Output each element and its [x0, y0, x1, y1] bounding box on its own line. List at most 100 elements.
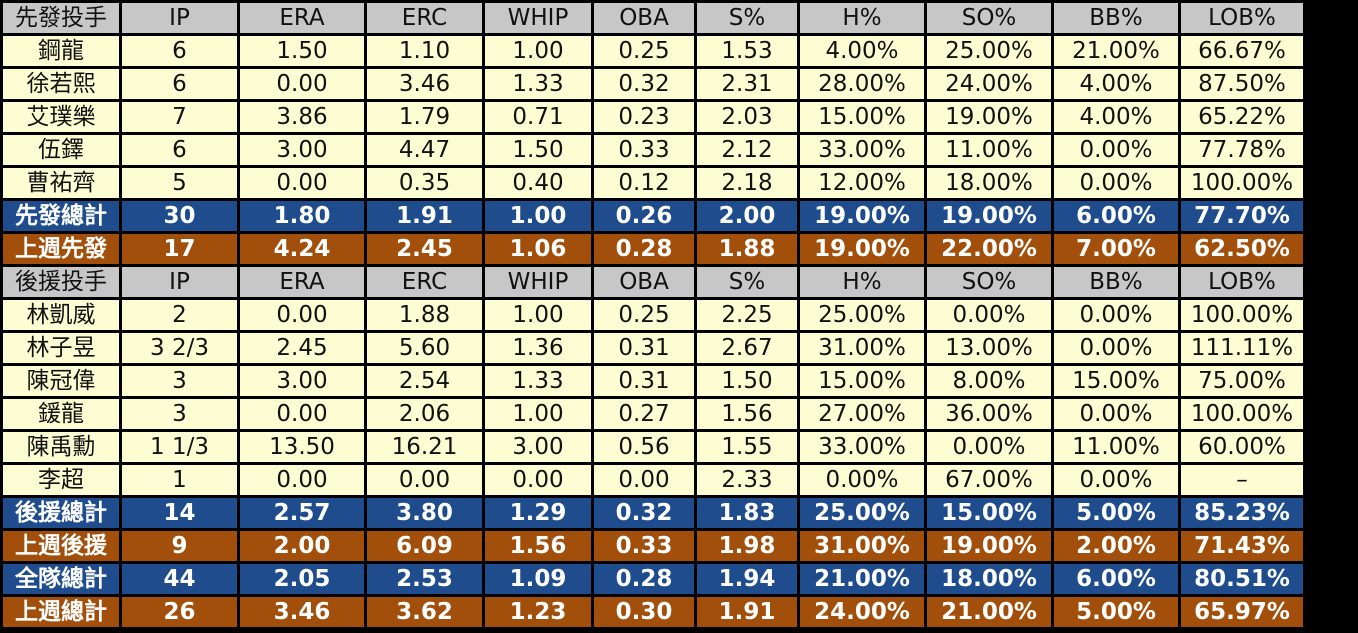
- stat-cell: 0.00%: [800, 465, 924, 495]
- stat-cell: 0.00%: [927, 432, 1051, 462]
- stat-cell: 0.00: [594, 465, 694, 495]
- stat-cell: 2.31: [697, 69, 797, 99]
- stat-cell: 0.12: [594, 168, 694, 198]
- stat-cell: 4.00%: [800, 36, 924, 66]
- header-cell-oba: OBA: [594, 3, 694, 33]
- stat-cell: 62.50%: [1181, 234, 1303, 264]
- stat-cell: 0.27: [594, 399, 694, 429]
- stat-cell: 2.57: [240, 498, 364, 528]
- stat-cell: 0.00: [485, 465, 591, 495]
- stat-cell: 16.21: [367, 432, 482, 462]
- stat-cell: 31.00%: [800, 333, 924, 363]
- stat-cell: 3.86: [240, 102, 364, 132]
- stat-cell: 0.00%: [1054, 168, 1178, 198]
- stat-cell: 1.91: [367, 201, 482, 231]
- header-cell-lob-pct: LOB%: [1181, 3, 1303, 33]
- stat-cell: 80.51%: [1181, 564, 1303, 594]
- stat-cell: –: [1181, 465, 1303, 495]
- stat-cell: 21.00%: [1054, 36, 1178, 66]
- stat-cell: 65.22%: [1181, 102, 1303, 132]
- stat-cell: 77.70%: [1181, 201, 1303, 231]
- stat-cell: 5.00%: [1054, 498, 1178, 528]
- stat-cell: 3 2/3: [122, 333, 237, 363]
- stat-cell: 0.31: [594, 333, 694, 363]
- total-label: 後援總計: [3, 498, 119, 528]
- pitcher-name: 伍鐸: [3, 135, 119, 165]
- header-cell-so-pct: SO%: [927, 3, 1051, 33]
- stat-cell: 1.83: [697, 498, 797, 528]
- stat-cell: 6.09: [367, 531, 482, 561]
- stat-cell: 3.62: [367, 597, 482, 627]
- stat-cell: 1.56: [697, 399, 797, 429]
- stat-cell: 4.00%: [1054, 69, 1178, 99]
- stat-cell: 19.00%: [927, 102, 1051, 132]
- stat-cell: 31.00%: [800, 531, 924, 561]
- stat-cell: 15.00%: [800, 366, 924, 396]
- pitcher-name: 鋼龍: [3, 36, 119, 66]
- stat-cell: 2.45: [240, 333, 364, 363]
- last-week-label: 上週總計: [3, 597, 119, 627]
- stat-cell: 2.54: [367, 366, 482, 396]
- stat-cell: 1.50: [697, 366, 797, 396]
- stat-cell: 1.50: [485, 135, 591, 165]
- stat-cell: 1.29: [485, 498, 591, 528]
- header-cell-ip: IP: [122, 3, 237, 33]
- stat-cell: 19.00%: [927, 201, 1051, 231]
- stat-cell: 1.00: [485, 399, 591, 429]
- stat-cell: 12.00%: [800, 168, 924, 198]
- stat-cell: 6: [122, 135, 237, 165]
- stat-cell: 0.25: [594, 300, 694, 330]
- stat-cell: 1.06: [485, 234, 591, 264]
- pitcher-name: 陳禹勳: [3, 432, 119, 462]
- header-cell-era: ERA: [240, 267, 364, 297]
- stat-cell: 2.53: [367, 564, 482, 594]
- header-cell-h-pct: H%: [800, 3, 924, 33]
- stat-cell: 2.18: [697, 168, 797, 198]
- pitcher-name: 徐若熙: [3, 69, 119, 99]
- stat-cell: 4.24: [240, 234, 364, 264]
- stat-cell: 77.78%: [1181, 135, 1303, 165]
- stat-cell: 19.00%: [800, 201, 924, 231]
- stat-cell: 0.00%: [1054, 300, 1178, 330]
- stat-cell: 2: [122, 300, 237, 330]
- stat-cell: 0.00: [240, 465, 364, 495]
- header-cell-erc: ERC: [367, 3, 482, 33]
- stat-cell: 1.98: [697, 531, 797, 561]
- stat-cell: 66.67%: [1181, 36, 1303, 66]
- stat-cell: 4.00%: [1054, 102, 1178, 132]
- stat-cell: 13.00%: [927, 333, 1051, 363]
- stat-cell: 1.55: [697, 432, 797, 462]
- stat-cell: 60.00%: [1181, 432, 1303, 462]
- stat-cell: 1: [122, 465, 237, 495]
- stat-cell: 1.33: [485, 366, 591, 396]
- stat-cell: 75.00%: [1181, 366, 1303, 396]
- stat-cell: 0.00%: [1054, 465, 1178, 495]
- stat-cell: 0.00: [240, 69, 364, 99]
- stat-cell: 0.35: [367, 168, 482, 198]
- stat-cell: 3.00: [485, 432, 591, 462]
- stat-cell: 4.47: [367, 135, 482, 165]
- stat-cell: 26: [122, 597, 237, 627]
- stat-cell: 87.50%: [1181, 69, 1303, 99]
- header-cell-lob-pct: LOB%: [1181, 267, 1303, 297]
- stat-cell: 18.00%: [927, 168, 1051, 198]
- stat-cell: 0.40: [485, 168, 591, 198]
- stat-cell: 30: [122, 201, 237, 231]
- stat-cell: 5: [122, 168, 237, 198]
- stat-cell: 100.00%: [1181, 399, 1303, 429]
- stat-cell: 6: [122, 69, 237, 99]
- pitcher-name: 林子昱: [3, 333, 119, 363]
- stat-cell: 1.79: [367, 102, 482, 132]
- header-cell-s-pct: S%: [697, 3, 797, 33]
- stat-cell: 1.94: [697, 564, 797, 594]
- stat-cell: 3.46: [240, 597, 364, 627]
- stat-cell: 2.06: [367, 399, 482, 429]
- stat-cell: 67.00%: [927, 465, 1051, 495]
- stat-cell: 7.00%: [1054, 234, 1178, 264]
- stat-cell: 0.00: [240, 300, 364, 330]
- stat-cell: 27.00%: [800, 399, 924, 429]
- stat-cell: 36.00%: [927, 399, 1051, 429]
- stat-cell: 2.67: [697, 333, 797, 363]
- stat-cell: 0.00: [240, 399, 364, 429]
- stat-cell: 0.00%: [1054, 135, 1178, 165]
